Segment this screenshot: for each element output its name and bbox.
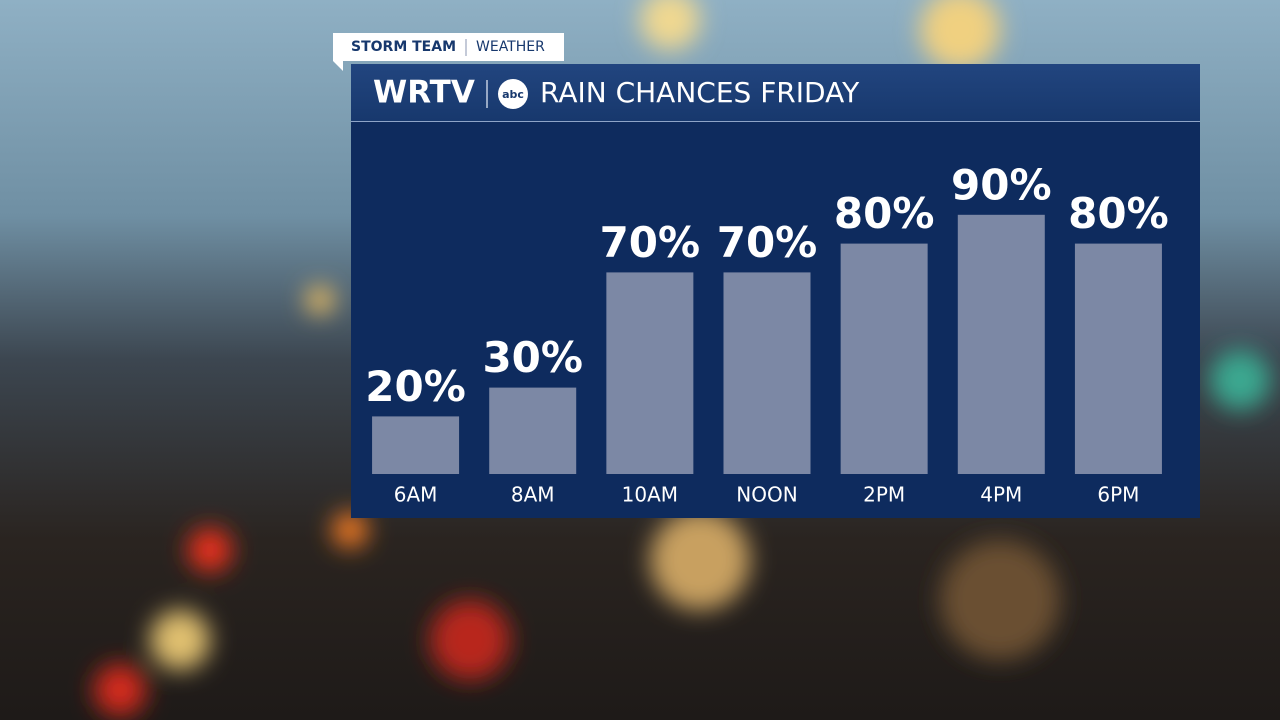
bar xyxy=(489,387,577,474)
bar xyxy=(1074,243,1162,474)
tag-box xyxy=(333,33,564,61)
x-tick-label: NOON xyxy=(736,483,797,507)
value-label: 80% xyxy=(834,189,935,238)
x-tick-label: 10AM xyxy=(622,483,678,507)
value-label: 80% xyxy=(1068,189,1169,238)
network-label: abc xyxy=(502,88,524,101)
x-tick-label: 2PM xyxy=(863,483,905,507)
bar xyxy=(957,214,1045,475)
x-tick-label: 4PM xyxy=(980,483,1022,507)
value-label: 20% xyxy=(365,362,466,411)
chart-title: RAIN CHANCES FRIDAY xyxy=(540,76,860,109)
value-label: 70% xyxy=(717,218,818,267)
bar xyxy=(372,416,460,474)
x-tick-label: 6PM xyxy=(1097,483,1139,507)
panel-header xyxy=(351,64,1200,121)
bar xyxy=(606,272,694,474)
background-lights xyxy=(94,0,1270,716)
x-tick-label: 6AM xyxy=(394,483,438,507)
x-tick-label: 8AM xyxy=(511,483,555,507)
tag-section: WEATHER xyxy=(476,39,545,55)
bar xyxy=(840,243,928,474)
value-label: 90% xyxy=(951,160,1052,209)
tag-label: STORM TEAM xyxy=(351,39,456,55)
value-label: 70% xyxy=(600,218,701,267)
tag-pointer xyxy=(333,61,343,71)
value-label: 30% xyxy=(482,333,583,382)
bar xyxy=(723,272,811,474)
station-logo: WRTV xyxy=(373,75,475,111)
network-logo xyxy=(498,79,528,109)
